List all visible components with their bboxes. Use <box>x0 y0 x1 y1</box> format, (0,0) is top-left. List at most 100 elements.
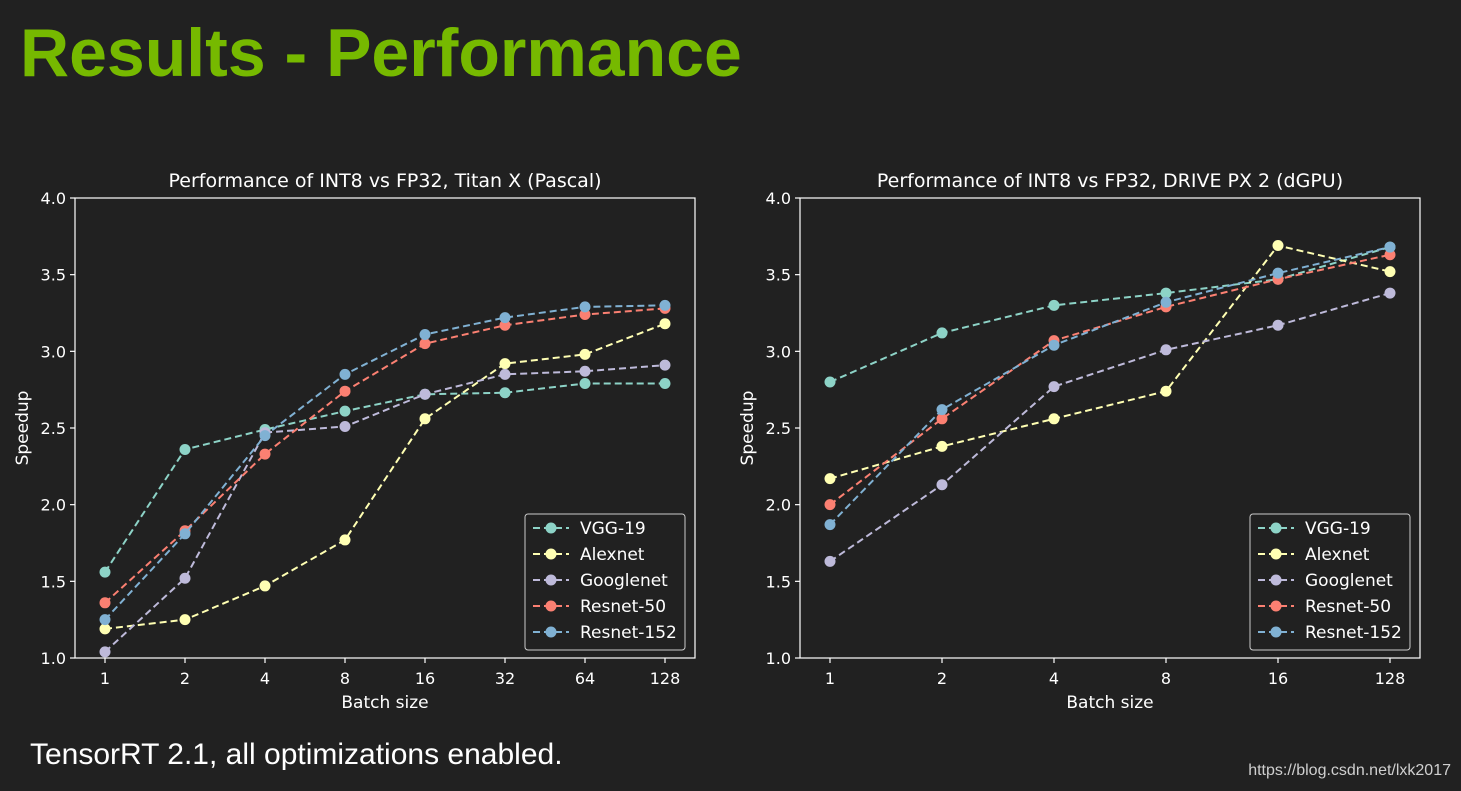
watermark: https://blog.csdn.net/lxk2017 <box>1248 762 1451 779</box>
data-point <box>99 614 111 626</box>
y-tick-label: 1.0 <box>41 649 66 668</box>
series-line <box>104 364 666 653</box>
data-point <box>936 413 948 425</box>
page-title: Results - Performance <box>20 15 742 91</box>
legend-label: VGG-19 <box>1305 519 1371 539</box>
data-point <box>419 338 431 350</box>
y-tick-label: 1.0 <box>766 649 791 668</box>
legend: VGG-19 Alexnet Googlenet Resnet-50 Resnet-15… <box>1249 513 1411 651</box>
x-tick-label: 8 <box>1161 669 1171 688</box>
data-point <box>936 440 948 452</box>
data-point <box>659 318 671 330</box>
legend-label: Googlenet <box>580 571 668 591</box>
series-resnet-152 <box>824 241 1396 531</box>
series-alexnet <box>824 240 1396 485</box>
data-point <box>259 430 271 442</box>
data-point <box>824 376 836 388</box>
x-axis-label: Batch size <box>1066 693 1153 713</box>
series-alexnet <box>99 318 671 635</box>
data-point <box>339 405 351 417</box>
series-line <box>829 244 1391 480</box>
data-point <box>579 309 591 321</box>
y-tick-label: 1.5 <box>41 572 66 591</box>
data-point <box>1160 287 1172 299</box>
series-line <box>104 382 665 573</box>
data-point <box>824 473 836 485</box>
legend-marker <box>1270 574 1282 586</box>
data-point <box>936 327 948 339</box>
data-point <box>1048 299 1060 311</box>
y-tick-label: 2.5 <box>41 419 66 438</box>
data-point <box>499 312 511 324</box>
series-resnet-152 <box>99 299 671 626</box>
x-tick-label: 32 <box>495 669 515 688</box>
legend-label: Alexnet <box>580 545 645 565</box>
y-tick-label: 2.0 <box>766 496 791 515</box>
data-point <box>339 385 351 397</box>
y-tick-label: 2.0 <box>41 496 66 515</box>
y-tick-label: 3.0 <box>41 342 66 361</box>
legend-box <box>524 513 686 651</box>
legend-marker <box>1270 548 1282 560</box>
data-point <box>179 443 191 455</box>
x-tick-label: 4 <box>1049 669 1059 688</box>
y-tick-label: 1.5 <box>766 572 791 591</box>
legend-label: Resnet-50 <box>580 597 666 617</box>
chart-drive-px2: Performance of INT8 vs FP32, DRIVE PX 2 … <box>738 170 1421 713</box>
legend-label: Resnet-152 <box>580 623 677 643</box>
series-line <box>829 246 1391 526</box>
x-tick-label: 16 <box>415 669 435 688</box>
data-point <box>99 597 111 609</box>
series-resnet-50 <box>824 249 1396 511</box>
data-point <box>1272 240 1284 252</box>
series-line <box>104 304 666 621</box>
data-point <box>179 572 191 584</box>
x-tick-label: 2 <box>180 669 190 688</box>
data-point <box>659 299 671 311</box>
legend-marker <box>1270 522 1282 534</box>
data-point <box>1272 319 1284 331</box>
legend-label: Googlenet <box>1305 571 1393 591</box>
data-point <box>339 368 351 380</box>
data-point <box>499 358 511 370</box>
data-point <box>99 623 111 635</box>
data-point <box>579 378 591 390</box>
x-tick-label: 16 <box>1268 669 1288 688</box>
data-point <box>419 328 431 340</box>
data-point <box>1160 296 1172 308</box>
legend-box <box>1249 513 1411 651</box>
data-point <box>259 580 271 592</box>
legend-marker <box>545 574 557 586</box>
data-point <box>179 528 191 540</box>
data-point <box>1048 339 1060 351</box>
data-point <box>824 519 836 531</box>
y-axis-label: Speedup <box>13 391 33 466</box>
y-tick-label: 3.5 <box>766 266 791 285</box>
data-point <box>99 566 111 578</box>
x-tick-label: 1 <box>825 669 835 688</box>
series-line <box>829 246 1391 383</box>
data-point <box>1384 287 1396 299</box>
legend-label: Alexnet <box>1305 545 1370 565</box>
chart-title: Performance of INT8 vs FP32, DRIVE PX 2 … <box>877 170 1343 192</box>
y-tick-label: 4.0 <box>41 189 66 208</box>
y-tick-label: 2.5 <box>766 419 791 438</box>
data-point <box>1384 241 1396 253</box>
y-tick-label: 3.5 <box>41 266 66 285</box>
legend-marker <box>1270 600 1282 612</box>
data-point <box>579 348 591 360</box>
series-vgg-19 <box>824 241 1396 388</box>
data-point <box>824 499 836 511</box>
data-point <box>499 387 511 399</box>
legend-label: VGG-19 <box>580 519 646 539</box>
data-point <box>824 555 836 567</box>
x-tick-label: 128 <box>650 669 681 688</box>
data-point <box>1384 266 1396 278</box>
x-tick-label: 8 <box>340 669 350 688</box>
data-point <box>1384 249 1396 261</box>
legend-marker <box>1270 626 1282 638</box>
data-point <box>419 413 431 425</box>
footnote: TensorRT 2.1, all optimizations enabled. <box>30 738 563 771</box>
data-point <box>419 388 431 400</box>
series-line <box>829 253 1391 506</box>
